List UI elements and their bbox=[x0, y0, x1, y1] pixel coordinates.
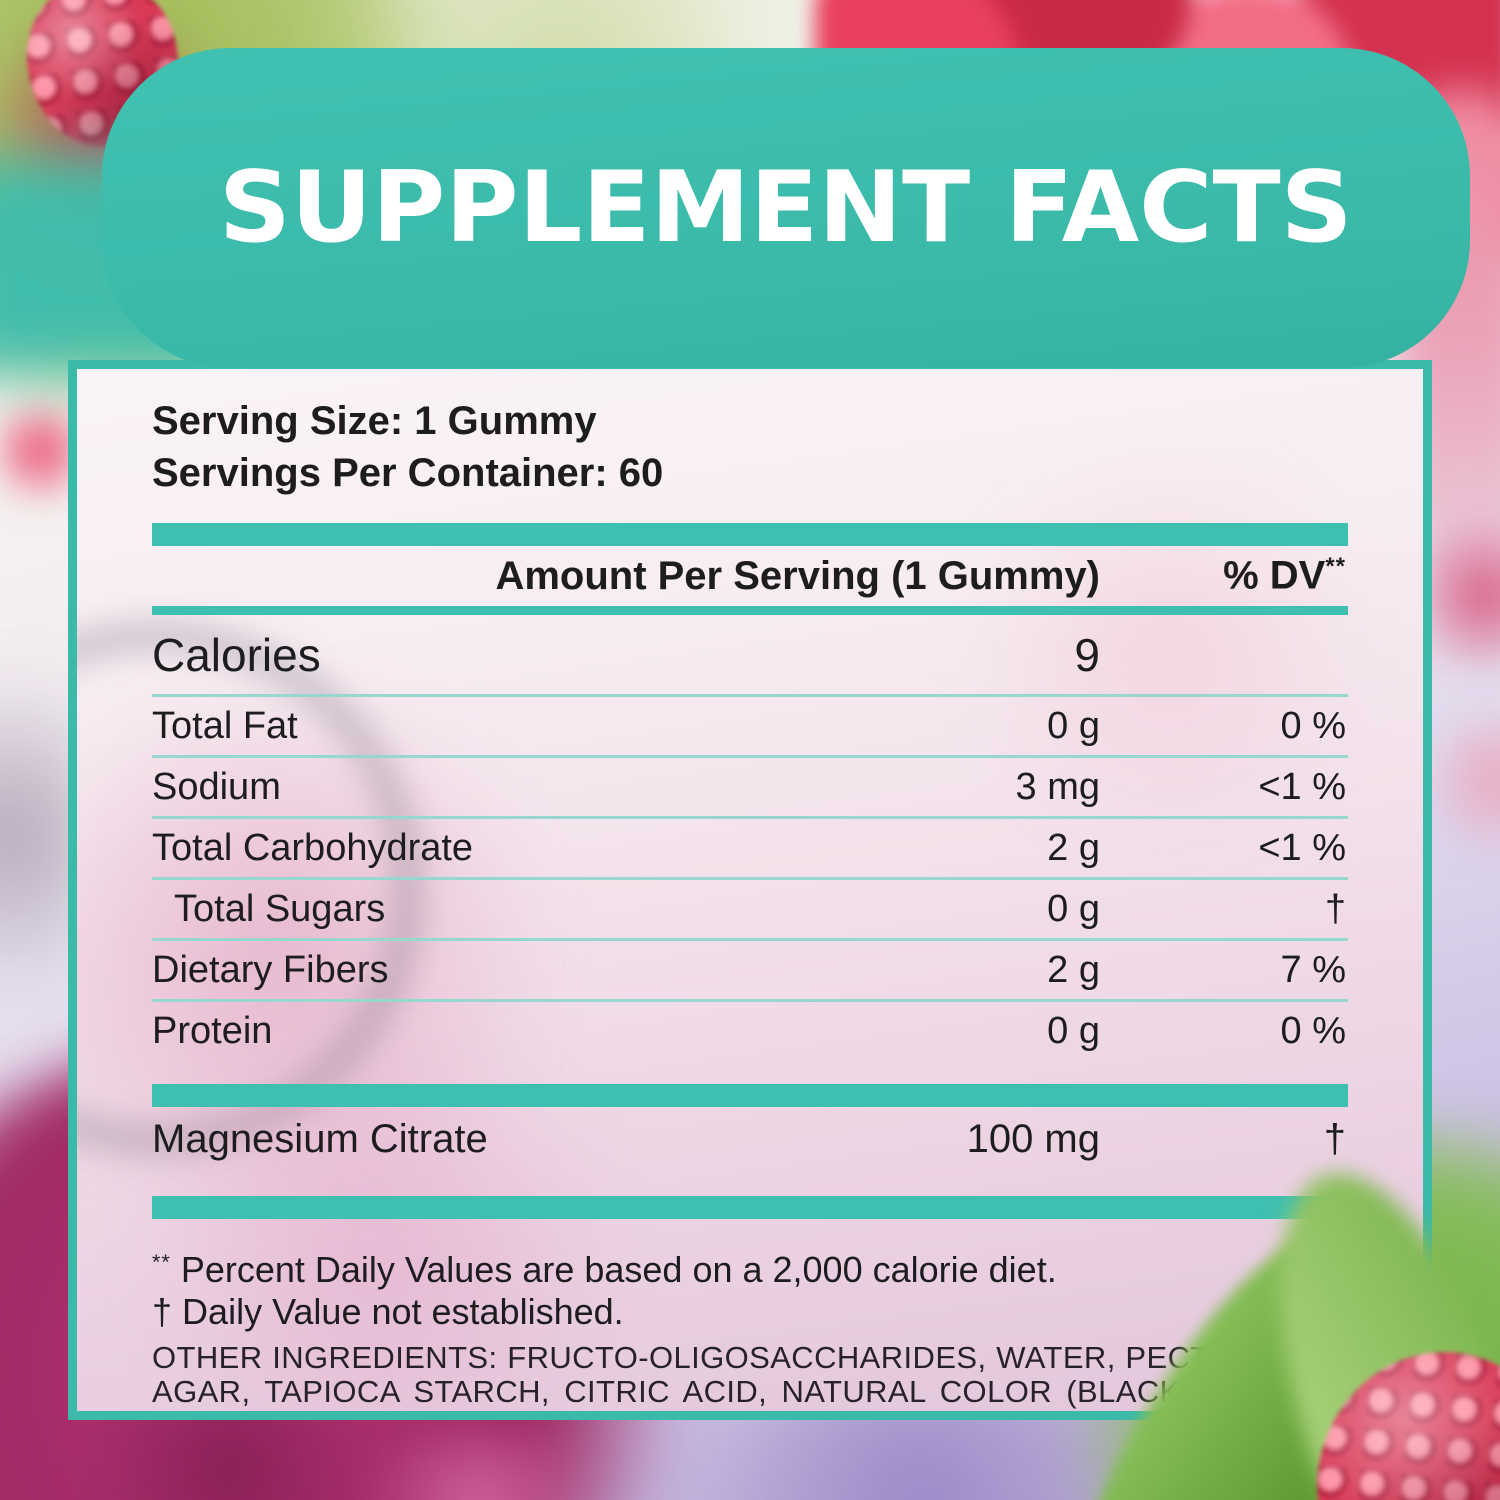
divider-bar-header bbox=[152, 606, 1348, 615]
supplement-facts-banner: SUPPLEMENT FACTS bbox=[102, 48, 1470, 368]
divider-bar-mid bbox=[152, 1084, 1348, 1107]
nutrient-label: Protein bbox=[152, 1009, 273, 1052]
footnote-not-established: † Daily Value not established. bbox=[152, 1291, 1348, 1333]
nutrient-label: Magnesium Citrate bbox=[152, 1117, 488, 1161]
row-calories: Calories 9 bbox=[152, 615, 1348, 697]
serving-info: Serving Size: 1 Gummy Servings Per Conta… bbox=[152, 395, 1348, 499]
nutrient-label: Dietary Fibers bbox=[152, 948, 389, 991]
nutrient-dv: <1 % bbox=[1258, 826, 1346, 869]
amount-per-serving-header: Amount Per Serving (1 Gummy) bbox=[495, 553, 1100, 598]
nutrient-label: Sodium bbox=[152, 765, 281, 808]
panel-raspberry-watermark-3 bbox=[957, 459, 1377, 839]
nutrient-dv: 7 % bbox=[1280, 948, 1346, 991]
nutrient-amount: 9 bbox=[1074, 628, 1100, 681]
nutrient-amount: 0 g bbox=[1047, 1009, 1100, 1052]
percent-dv-header: % DV** bbox=[1100, 553, 1348, 598]
footnote-marker: † bbox=[152, 1291, 173, 1332]
serving-size-line: Serving Size: 1 Gummy bbox=[152, 399, 597, 443]
row-total-carbohydrate: Total Carbohydrate 2 g <1 % bbox=[152, 819, 1348, 880]
nutrient-amount: 2 g bbox=[1047, 948, 1100, 991]
row-total-sugars: Total Sugars 0 g † bbox=[152, 880, 1348, 941]
facts-panel: Serving Size: 1 Gummy Servings Per Conta… bbox=[68, 360, 1432, 1420]
page-title: SUPPLEMENT FACTS bbox=[219, 151, 1353, 265]
nutrient-dv: <1 % bbox=[1258, 765, 1346, 808]
footnotes: ** Percent Daily Values are based on a 2… bbox=[152, 1241, 1348, 1333]
nutrient-label: Total Sugars bbox=[174, 887, 386, 930]
other-ingredients: OTHER INGREDIENTS: FRUCTO-OLIGOSACCHARID… bbox=[152, 1340, 1348, 1412]
row-dietary-fibers: Dietary Fibers 2 g 7 % bbox=[152, 941, 1348, 1002]
row-magnesium-citrate: Magnesium Citrate 100 mg † bbox=[152, 1107, 1348, 1172]
nutrient-amount: 0 g bbox=[1047, 704, 1100, 747]
percent-dv-marker: ** bbox=[1325, 553, 1346, 581]
raspberry-gummy-blur-right bbox=[1432, 690, 1500, 870]
other-ingredients-label: OTHER INGREDIENTS: bbox=[152, 1340, 498, 1375]
row-protein: Protein 0 g 0 % bbox=[152, 1002, 1348, 1060]
footnote-text: Percent Daily Values are based on a 2,00… bbox=[180, 1249, 1057, 1290]
nutrient-dv: † bbox=[1323, 1117, 1346, 1161]
nutrient-dv: † bbox=[1324, 887, 1346, 930]
nutrient-dv: 0 % bbox=[1280, 704, 1346, 747]
nutrient-amount: 2 g bbox=[1047, 826, 1100, 869]
nutrient-label: Calories bbox=[152, 628, 321, 681]
footnote-text: Daily Value not established. bbox=[182, 1291, 624, 1332]
footnote-marker: ** bbox=[152, 1249, 171, 1274]
nutrient-label: Total Carbohydrate bbox=[152, 826, 474, 869]
servings-per-container-line: Servings Per Container: 60 bbox=[152, 451, 664, 495]
divider-bar-top bbox=[152, 523, 1348, 546]
nutrient-amount: 100 mg bbox=[966, 1117, 1100, 1161]
nutrient-label: Total Fat bbox=[152, 704, 298, 747]
nutrient-amount: 0 g bbox=[1047, 887, 1100, 930]
divider-bar-bottom bbox=[152, 1196, 1348, 1219]
nutrient-dv: 0 % bbox=[1280, 1009, 1346, 1052]
panel-content: Serving Size: 1 Gummy Servings Per Conta… bbox=[77, 395, 1423, 1412]
row-total-fat: Total Fat 0 g 0 % bbox=[152, 697, 1348, 758]
table-header: Amount Per Serving (1 Gummy) % DV** bbox=[152, 546, 1348, 606]
footnote-daily-value: ** Percent Daily Values are based on a 2… bbox=[152, 1241, 1348, 1291]
row-sodium: Sodium 3 mg <1 % bbox=[152, 758, 1348, 819]
percent-dv-label: % DV bbox=[1223, 553, 1326, 598]
nutrient-amount: 3 mg bbox=[1015, 765, 1100, 808]
